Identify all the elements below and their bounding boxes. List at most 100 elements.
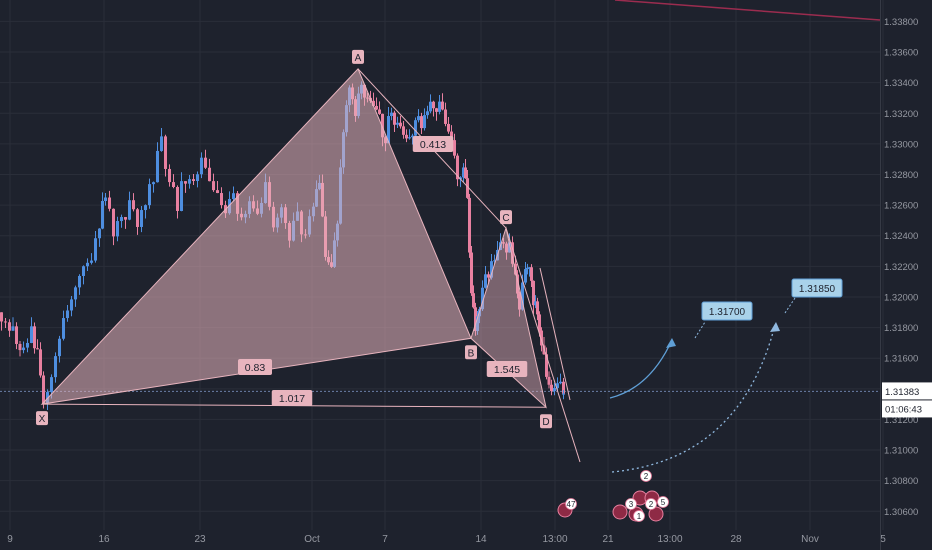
event-count-label: 47 bbox=[567, 500, 576, 509]
candle-body bbox=[417, 116, 420, 121]
candle-body bbox=[511, 242, 514, 264]
x-tick-label: Nov bbox=[801, 534, 819, 545]
candle-body bbox=[120, 217, 123, 222]
candle-body bbox=[456, 155, 459, 180]
price-axis[interactable]: 1.33800 1.33600 1.33400 1.33200 1.33000 1.328… bbox=[880, 0, 932, 550]
candle-body bbox=[108, 197, 111, 209]
candle-body bbox=[490, 261, 493, 278]
current-price-value: 1.31383 bbox=[885, 387, 919, 398]
candle-body bbox=[450, 131, 453, 141]
candle-body bbox=[90, 260, 93, 263]
x-axis: 9 16 23 Oct 7 14 13:00 21 13:00 28 Nov 5 bbox=[7, 534, 886, 545]
candle-body bbox=[152, 182, 155, 185]
target-leader bbox=[694, 321, 706, 339]
candle-body bbox=[393, 112, 396, 125]
candle-body bbox=[232, 193, 235, 199]
trend-line bbox=[614, 0, 881, 21]
candle-body bbox=[0, 312, 3, 322]
candle-body bbox=[42, 375, 45, 404]
candle-body bbox=[414, 120, 417, 136]
ratio-badge bbox=[486, 361, 528, 377]
candle-body bbox=[516, 274, 519, 294]
candle-body bbox=[562, 393, 565, 395]
candle-body bbox=[526, 267, 529, 270]
event-count-badge bbox=[633, 510, 645, 522]
x-tick-label: 7 bbox=[382, 534, 388, 545]
ratio-label: 0.413 bbox=[420, 139, 446, 151]
ratio-badge bbox=[271, 390, 313, 406]
x-tick-label: 21 bbox=[602, 534, 614, 545]
event-count-label: 2 bbox=[649, 500, 654, 509]
xab-triangle bbox=[40, 67, 472, 405]
candle-body bbox=[188, 179, 191, 184]
candle-body bbox=[104, 197, 107, 201]
candle-body bbox=[423, 115, 426, 129]
candle-body bbox=[508, 242, 511, 253]
pattern-point-label: C bbox=[502, 213, 509, 224]
price-tick-label: 1.31200 bbox=[884, 415, 918, 426]
candle-body bbox=[556, 383, 559, 388]
candle-body bbox=[180, 181, 183, 211]
candle-body bbox=[54, 356, 57, 378]
candle-body bbox=[487, 274, 490, 278]
candle-body bbox=[530, 267, 533, 281]
price-tick-label: 1.31000 bbox=[884, 446, 918, 457]
pattern-point-label: X bbox=[39, 414, 46, 425]
ratio-badge bbox=[238, 359, 272, 375]
candle-body bbox=[22, 347, 25, 351]
pattern-point-badge bbox=[500, 210, 512, 225]
price-tick-label: 1.33600 bbox=[884, 48, 918, 59]
candle-body bbox=[476, 316, 479, 331]
event-count-label: 3 bbox=[629, 500, 634, 509]
x-tick-label: 14 bbox=[475, 534, 487, 545]
price-tick-label: 1.33200 bbox=[884, 109, 918, 120]
x-tick-label: 13:00 bbox=[657, 534, 682, 545]
candle-body bbox=[112, 208, 115, 237]
candle-body bbox=[128, 200, 131, 220]
price-tick-label: 1.33400 bbox=[884, 78, 918, 89]
harmonic-pattern[interactable]: X A B C D 0.83 0.413 1.545 1.017 bbox=[36, 49, 581, 463]
price-tick-label: 1.33000 bbox=[884, 139, 918, 150]
price-tick-label: 1.32000 bbox=[884, 292, 918, 303]
candle-body bbox=[518, 293, 521, 310]
candle-body bbox=[11, 326, 15, 331]
candle-body bbox=[74, 287, 77, 300]
candle-body bbox=[470, 252, 473, 294]
candle-body bbox=[156, 150, 159, 183]
candle-body bbox=[98, 228, 101, 239]
candle-body bbox=[78, 275, 81, 288]
bullish-arrowhead bbox=[666, 338, 676, 348]
candle-body bbox=[208, 167, 211, 182]
candle-body bbox=[387, 116, 390, 144]
candle-body bbox=[408, 137, 411, 139]
price-tick-label: 1.30800 bbox=[884, 476, 918, 487]
candle-body bbox=[160, 136, 163, 151]
candle-body bbox=[538, 314, 541, 331]
candle-body bbox=[545, 354, 548, 377]
candle-body bbox=[204, 157, 207, 168]
target-box bbox=[701, 301, 753, 321]
target-box bbox=[791, 278, 843, 298]
event-count-badge bbox=[645, 498, 657, 510]
x-tick-label: 16 bbox=[98, 534, 110, 545]
candle-body bbox=[493, 260, 496, 262]
candle-body bbox=[559, 381, 562, 384]
candle-body bbox=[542, 345, 546, 355]
pattern-point-badge bbox=[352, 49, 364, 64]
candle-body bbox=[15, 326, 18, 344]
event-count-label: 1 bbox=[637, 512, 642, 521]
x-tick-label: 5 bbox=[880, 534, 886, 545]
event-count-badge bbox=[640, 470, 652, 482]
candle-body bbox=[540, 330, 543, 346]
pattern-point-label: A bbox=[355, 53, 362, 64]
candle-body bbox=[39, 349, 42, 376]
ratio-label: 1.017 bbox=[279, 393, 305, 405]
candle-body bbox=[8, 322, 11, 331]
price-tick-label: 1.32200 bbox=[884, 262, 918, 273]
candle-body bbox=[184, 181, 187, 184]
prz-line bbox=[539, 267, 571, 401]
candle-body bbox=[429, 101, 432, 112]
